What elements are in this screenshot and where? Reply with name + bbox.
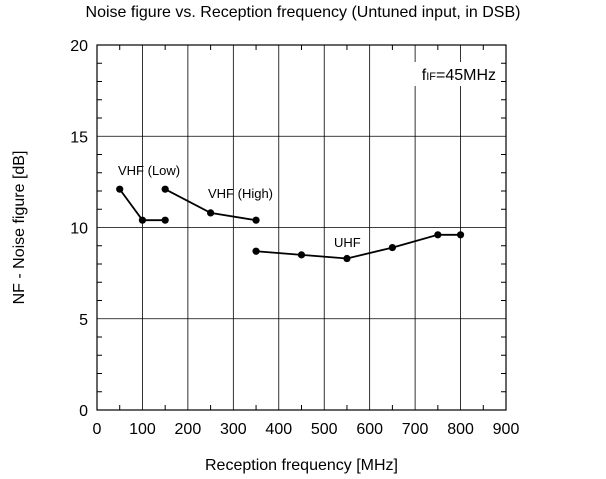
annotation-prefix: f [422,67,427,84]
data-point [161,185,169,193]
data-point [161,216,169,224]
x-tick-label: 500 [311,421,338,438]
if-frequency-annotation: fIF=45MHz [381,62,499,86]
x-tick-label: 400 [265,421,292,438]
x-tick-label: 200 [175,421,202,438]
data-point [116,185,124,193]
y-tick-label: 15 [70,129,88,146]
data-point [252,247,260,255]
series-label: VHF (Low) [118,163,180,178]
ticks: 0 100 200 300 400 500 600 700 800 900 0 5 10 15 20 [70,38,519,438]
x-tick-label: 900 [493,421,520,438]
data-point [456,231,465,239]
data-point [252,216,260,224]
data-point [138,216,147,224]
y-tick-label: 20 [70,38,88,55]
labels: VHF (Low) VHF (High) UHF [118,163,361,250]
x-tick-label: 100 [129,421,156,438]
data-point [388,243,396,252]
x-tick-label: 0 [93,421,102,438]
data-point [297,251,306,259]
y-tick-label: 10 [70,221,88,238]
series-label: VHF (High) [208,186,273,201]
x-axis-label: Reception frequency [MHz] [205,457,398,474]
data-point [434,231,442,239]
x-tick-label: 300 [220,421,247,438]
x-tick-label: 800 [447,421,474,438]
x-tick-label: 700 [402,421,429,438]
y-axis-label: NF - Noise figure [dB] [11,151,28,305]
series-label: UHF [334,235,361,250]
y-tick-label: 0 [79,403,88,420]
data-point [207,209,215,217]
series [116,185,465,263]
series-line [255,233,461,260]
y-tick-label: 5 [79,312,88,329]
x-tick-label: 600 [356,421,383,438]
data-point [343,254,351,263]
annotation-suffix: =45MHz [436,67,496,84]
chart-title: Noise figure vs. Reception frequency (Un… [85,4,521,21]
grid [97,45,506,410]
svg-text:fIF=45MHz: fIF=45MHz [422,67,496,84]
annotation-subscript: IF [426,71,436,83]
